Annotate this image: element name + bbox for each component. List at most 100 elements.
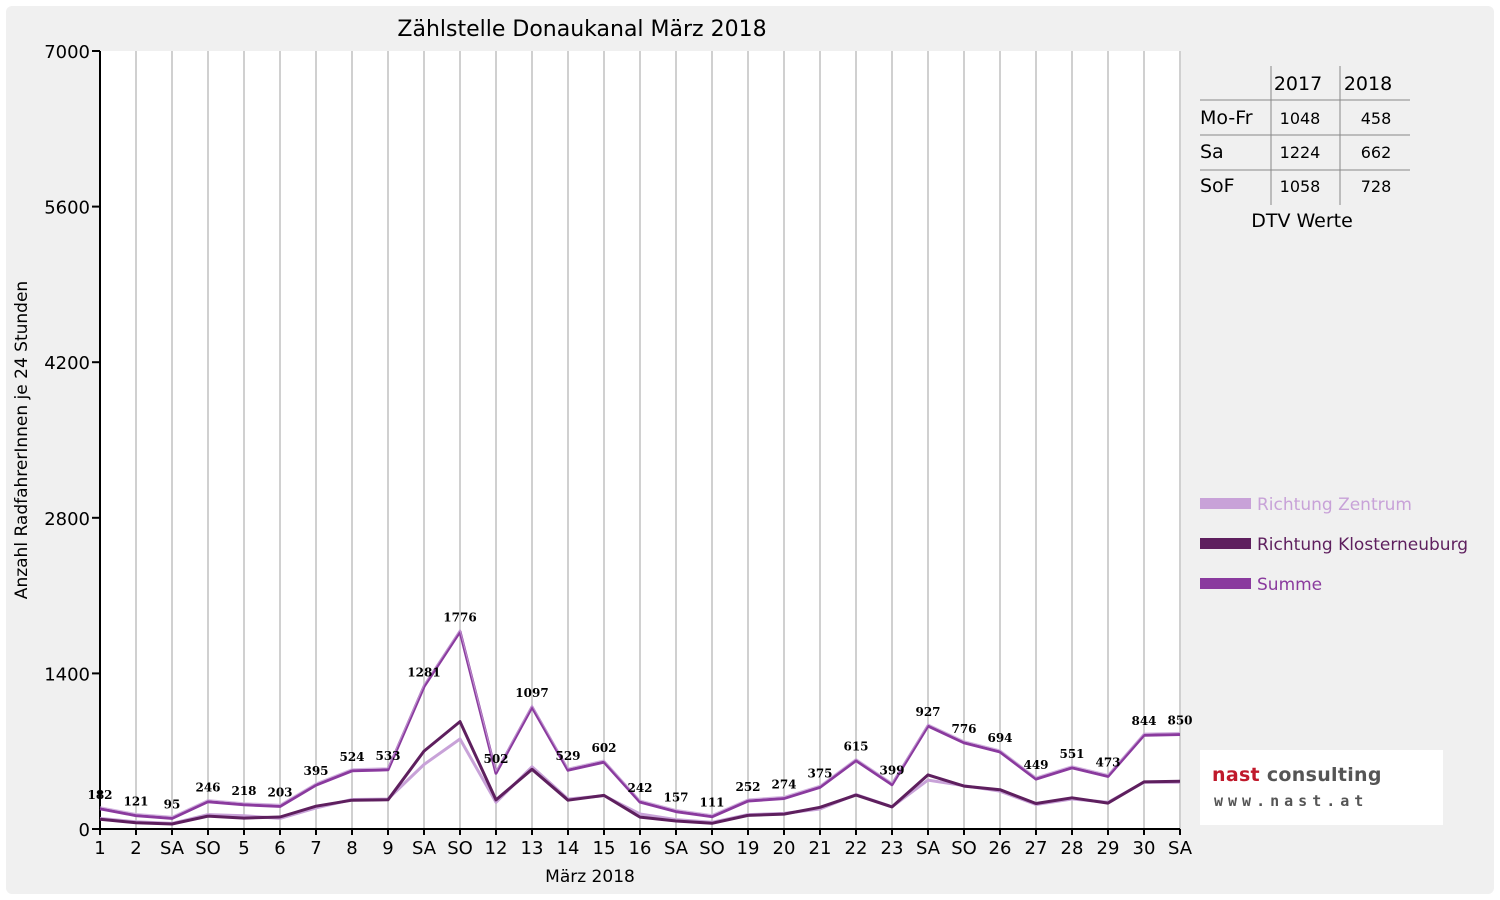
- x-tick-label-3: SO: [195, 838, 221, 859]
- y-tick-label-0: 0: [79, 820, 90, 841]
- x-tick-label-21: 22: [845, 838, 868, 859]
- data-label-29: 844: [1131, 714, 1156, 728]
- y-tick-label-1400: 1400: [44, 664, 90, 685]
- y-axis: 0 1400 2800 4200 5600 7000: [44, 42, 101, 841]
- x-axis-title: März 2018: [545, 867, 635, 887]
- y-tick-label-7000: 7000: [44, 42, 90, 63]
- dtv-value-2017-1: 1224: [1280, 143, 1321, 162]
- data-label-11: 502: [483, 752, 508, 766]
- data-label-19: 274: [771, 778, 796, 792]
- data-label-1: 121: [123, 795, 148, 809]
- dtv-header-2018: 2018: [1344, 73, 1392, 95]
- dtv-row-label-2: SoF: [1200, 175, 1235, 197]
- data-label-28: 473: [1095, 755, 1120, 769]
- logo-wordmark: nast consulting: [1212, 764, 1382, 786]
- data-label-13: 529: [555, 749, 580, 763]
- data-label-9: 1281: [407, 666, 440, 680]
- data-label-16: 157: [663, 791, 688, 805]
- y-tick-label-5600: 5600: [44, 198, 90, 219]
- data-label-23: 927: [915, 705, 940, 719]
- data-label-26: 449: [1023, 758, 1048, 772]
- vertical-gridlines: [135, 51, 1181, 829]
- legend-label-2: Summe: [1257, 575, 1322, 595]
- dtv-caption: DTV Werte: [1251, 210, 1353, 232]
- data-label-17: 111: [699, 796, 724, 810]
- data-label-14: 602: [591, 741, 616, 755]
- dtv-value-2018-0: 458: [1361, 109, 1392, 128]
- data-label-22: 399: [879, 764, 904, 778]
- dtv-table: 2017 2018 Mo-Fr 1048 458 Sa 1224 662 SoF 1058 728 D…: [1200, 66, 1410, 232]
- y-tick-label-2800: 2800: [44, 509, 90, 530]
- x-tick-label-20: 21: [809, 838, 832, 859]
- x-tick-label-25: 26: [989, 838, 1012, 859]
- x-tick-label-0: 1: [94, 838, 105, 859]
- x-tick-label-28: 29: [1097, 838, 1120, 859]
- x-tick-label-4: 5: [238, 838, 249, 859]
- x-tick-label-7: 8: [346, 838, 357, 859]
- dtv-value-2018-1: 662: [1361, 143, 1392, 162]
- x-tick-label-9: SA: [412, 838, 437, 859]
- x-tick-label-16: SA: [664, 838, 689, 859]
- dtv-value-2017-2: 1058: [1280, 177, 1321, 196]
- dtv-value-2018-2: 728: [1361, 177, 1392, 196]
- x-tick-label-12: 13: [521, 838, 544, 859]
- chart-title: Zählstelle Donaukanal März 2018: [397, 17, 766, 42]
- data-label-24: 776: [951, 722, 976, 736]
- legend-swatch-1: [1200, 538, 1251, 549]
- legend-label-0: Richtung Zentrum: [1257, 495, 1412, 515]
- x-tick-label-19: 20: [773, 838, 796, 859]
- x-tick-label-24: SO: [951, 838, 977, 859]
- logo-word-nast: nast: [1212, 764, 1260, 786]
- data-label-8: 533: [375, 749, 400, 763]
- data-label-2: 95: [164, 797, 181, 811]
- x-tick-label-22: 23: [881, 838, 904, 859]
- x-tick-label-10: SO: [447, 838, 473, 859]
- data-label-3: 246: [195, 781, 220, 795]
- dtv-header-2017: 2017: [1274, 73, 1322, 95]
- logo-word-consulting: consulting: [1259, 764, 1382, 786]
- x-axis: 1 2 SA SO 5 6 7 8 9 SA SO 12 13 14 15 16 SA SO 19 20 21 22 23 S…: [94, 828, 1193, 859]
- x-tick-label-8: 9: [382, 838, 393, 859]
- x-tick-label-2: SA: [160, 838, 185, 859]
- x-tick-label-11: 12: [485, 838, 508, 859]
- y-axis-title: Anzahl RadfahrerInnen je 24 Stunden: [12, 281, 32, 599]
- data-label-10: 1776: [443, 611, 476, 625]
- x-tick-label-6: 7: [310, 838, 321, 859]
- x-tick-label-30: SA: [1168, 838, 1193, 859]
- data-label-21: 615: [843, 740, 868, 754]
- data-label-6: 395: [303, 764, 328, 778]
- x-tick-label-27: 28: [1061, 838, 1084, 859]
- legend: Richtung Zentrum Richtung Klosterneuburg S…: [1200, 495, 1468, 595]
- data-label-25: 694: [987, 731, 1012, 745]
- data-label-15: 242: [627, 781, 652, 795]
- x-tick-label-29: 30: [1133, 838, 1156, 859]
- legend-label-1: Richtung Klosterneuburg: [1257, 535, 1468, 555]
- data-label-30: 850: [1167, 714, 1192, 728]
- x-tick-label-23: SA: [916, 838, 941, 859]
- data-label-4: 218: [231, 784, 256, 798]
- x-tick-label-5: 6: [274, 838, 285, 859]
- series-layer: [99, 628, 1181, 826]
- series-line-1: [99, 720, 1181, 826]
- series-line-2: [99, 630, 1181, 820]
- x-tick-label-1: 2: [130, 838, 141, 859]
- data-label-18: 252: [735, 780, 760, 794]
- x-tick-label-15: 16: [629, 838, 652, 859]
- dtv-row-label-0: Mo-Fr: [1200, 107, 1253, 129]
- data-label-12: 1097: [515, 686, 548, 700]
- logo-url: www.nast.at: [1214, 792, 1369, 810]
- nast-consulting-logo: nast consulting www.nast.at: [1200, 750, 1443, 825]
- dtv-value-2017-0: 1048: [1280, 109, 1321, 128]
- x-tick-label-13: 14: [557, 838, 580, 859]
- x-tick-label-26: 27: [1025, 838, 1048, 859]
- series-line-highlight: [99, 628, 1181, 818]
- data-label-20: 375: [807, 766, 832, 780]
- x-tick-label-18: 19: [737, 838, 760, 859]
- data-label-27: 551: [1059, 747, 1084, 761]
- x-tick-label-14: 15: [593, 838, 616, 859]
- data-label-0: 182: [87, 788, 112, 802]
- legend-swatch-2: [1200, 578, 1251, 589]
- legend-swatch-0: [1200, 498, 1251, 509]
- data-label-5: 203: [267, 785, 292, 799]
